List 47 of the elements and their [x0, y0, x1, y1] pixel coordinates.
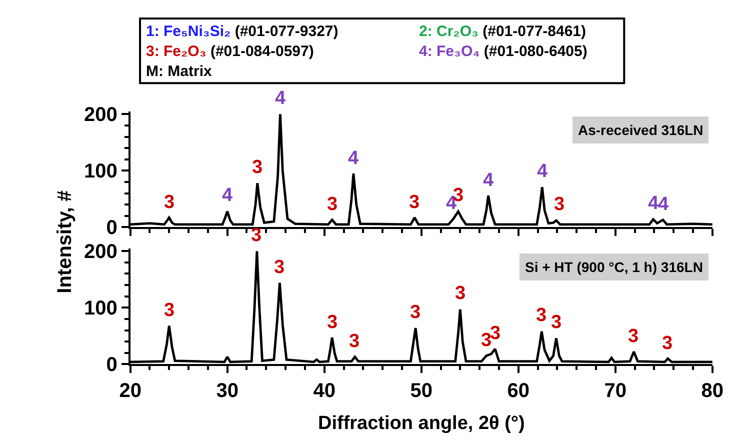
- annotation: 4: [658, 194, 669, 215]
- annotation: 4: [537, 161, 548, 182]
- annotation: 3: [551, 312, 562, 333]
- annotation: 3: [349, 331, 360, 352]
- annotation: 3: [410, 302, 421, 323]
- annotation: 4: [348, 148, 359, 169]
- x-tick-label: 20: [119, 380, 142, 402]
- annotation: 3: [164, 300, 175, 321]
- annotation: 3: [481, 330, 492, 351]
- annotation: 3: [274, 257, 285, 278]
- text: As-received 316LN: [578, 122, 704, 138]
- y-tick-label: 100: [84, 160, 118, 183]
- y-tick-label: 0: [106, 354, 118, 376]
- y-tick-label: 200: [84, 104, 118, 126]
- annotation: 3: [554, 194, 565, 215]
- annotation: 3: [327, 194, 338, 215]
- annotation: 3: [252, 157, 263, 178]
- annotation: 3: [662, 333, 673, 354]
- annotation: 3: [327, 312, 338, 333]
- text: 4: Fe₃O₄ (#01-080-6405): [419, 43, 588, 60]
- text: M: Matrix: [146, 63, 212, 80]
- x-tick-label: 50: [410, 380, 432, 402]
- annotation: 3: [536, 305, 547, 326]
- x-tick-label: 30: [216, 380, 238, 402]
- text: 3: Fe₂O₃ (#01-084-0597): [146, 43, 314, 60]
- annotation: 3: [628, 326, 639, 347]
- y-tick-label: 0: [106, 217, 118, 240]
- y-tick-label: 200: [84, 241, 118, 264]
- x-axis-title: Diffraction angle, 2θ (°): [318, 413, 525, 434]
- x-tick-label: 40: [313, 380, 336, 402]
- annotation: 4: [648, 193, 659, 214]
- annotation: 3: [409, 192, 420, 213]
- y-tick-label: 100: [84, 298, 118, 320]
- y-axis-title: Intensity, #: [54, 190, 76, 294]
- text: 1: Fe₅Ni₃Si₂ (#01-077-9327): [146, 23, 338, 40]
- x-tick-label: 60: [507, 380, 530, 402]
- text: 2: Cr₂O₃ (#01-077-8461): [419, 23, 586, 40]
- annotation: 4: [483, 170, 494, 191]
- annotation: 4: [222, 185, 233, 206]
- annotation: 3: [251, 225, 262, 246]
- annotation: 3: [490, 323, 501, 344]
- annotation: 3: [164, 192, 175, 213]
- x-tick-label: 80: [701, 380, 724, 402]
- x-tick-label: 70: [604, 380, 627, 402]
- text: Si + HT (900 °C, 1 h) 316LN: [525, 259, 703, 275]
- annotation: 3: [455, 283, 466, 304]
- annotation: 4: [275, 88, 286, 109]
